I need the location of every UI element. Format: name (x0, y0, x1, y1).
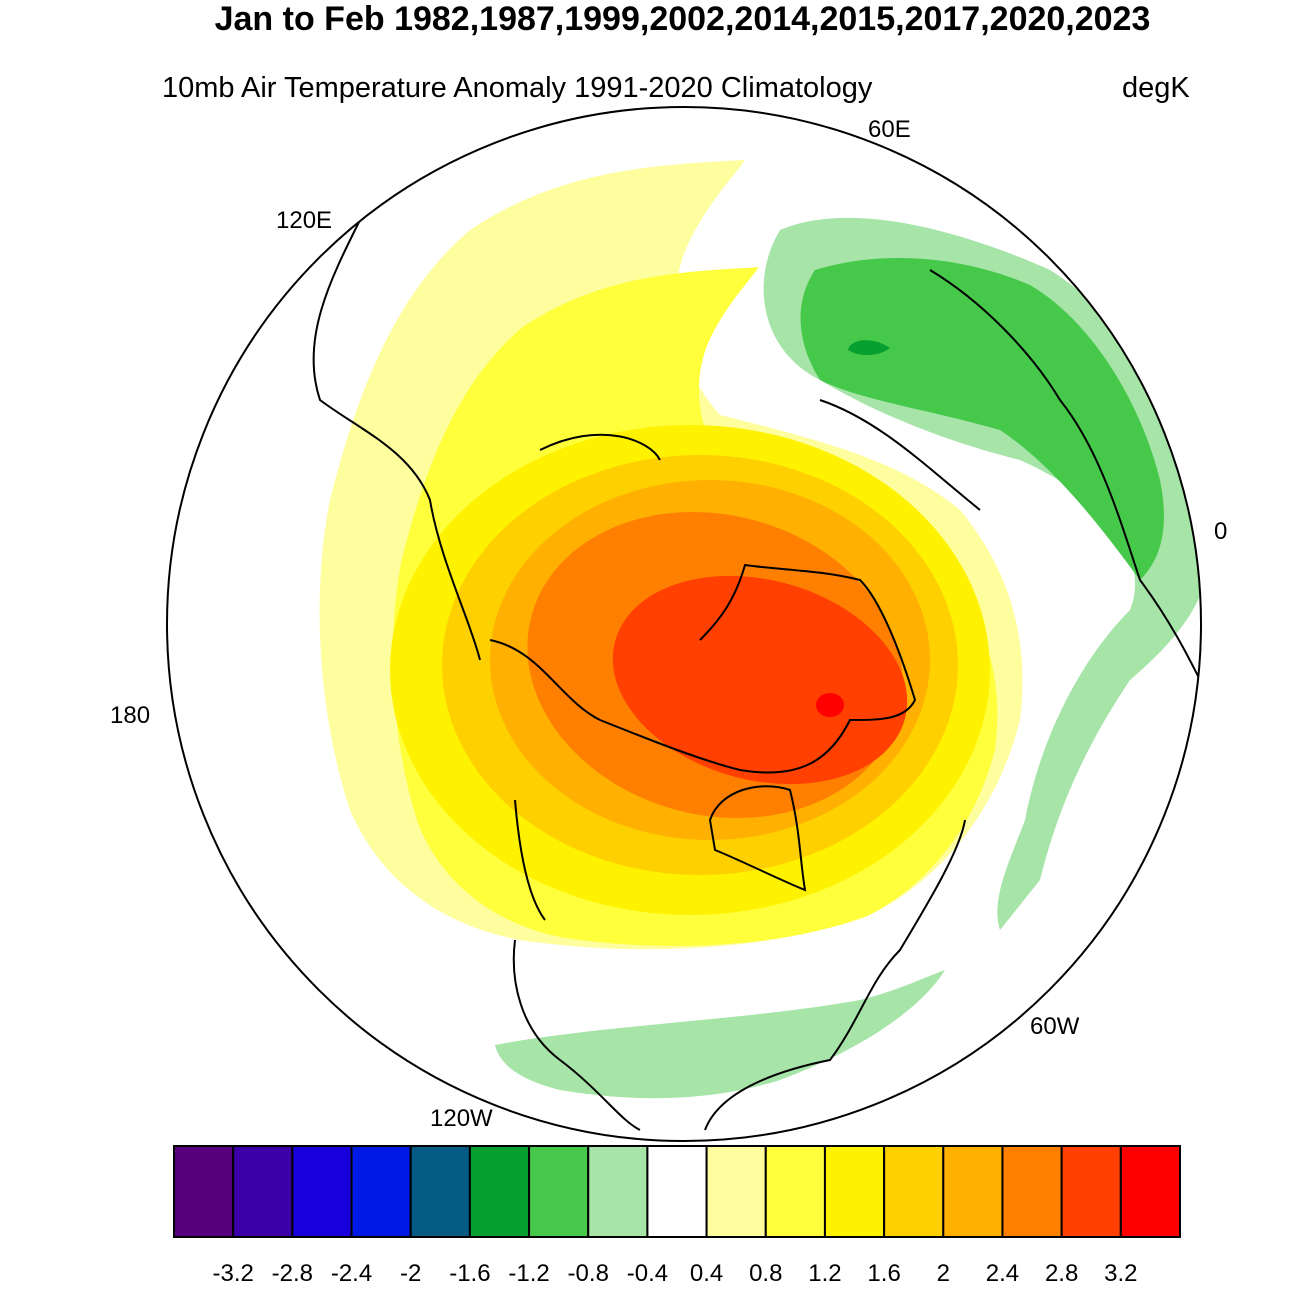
colorbar-label: 0.8 (749, 1260, 783, 1287)
colorbar-label: -2.8 (271, 1260, 314, 1287)
variable-subtitle: 10mb Air Temperature Anomaly 1991-2020 C… (162, 72, 873, 104)
contour-3.2 (816, 693, 844, 717)
colorbar-label: -0.4 (626, 1260, 669, 1287)
colorbar-label: 0.4 (689, 1260, 724, 1287)
colorbar-label: 1.2 (808, 1260, 842, 1287)
colorbar-label: 2.8 (1044, 1260, 1079, 1287)
lon-label-60w: 60W (1030, 1013, 1080, 1040)
units-label: degK (1122, 72, 1190, 104)
colorbar-label: -3.2 (212, 1260, 254, 1287)
map-title: Jan to Feb 1982,1987,1999,2002,2014,2015… (214, 0, 1151, 38)
colorbar-label: 2.4 (985, 1260, 1020, 1287)
lon-label-120e: 120E (276, 207, 333, 234)
map-boundary (166, 106, 1202, 1142)
colorbar-label: -0.8 (567, 1260, 609, 1287)
colorbar-label: -2.4 (330, 1260, 373, 1287)
lon-label-0: 0 (1214, 518, 1228, 545)
contour-neg-0.8 (800, 258, 1164, 580)
colorbar-label: -1.2 (508, 1260, 550, 1287)
lon-label-120w: 120W (430, 1105, 493, 1132)
contour-neg-0.4-south (495, 970, 945, 1099)
coastlines (312, 219, 1201, 1131)
colorbar-label: 1.6 (867, 1260, 901, 1287)
contour-2.8 (612, 575, 908, 785)
colorbar-label: -1.6 (449, 1260, 491, 1287)
colorbar-label: -2 (400, 1260, 422, 1287)
colorbar-label: 2 (936, 1260, 950, 1287)
colorbar-label: 3.2 (1104, 1260, 1138, 1287)
contour-neg-1.2 (848, 340, 890, 356)
lon-label-180: 180 (110, 702, 151, 729)
lon-label-60e: 60E (868, 116, 911, 143)
